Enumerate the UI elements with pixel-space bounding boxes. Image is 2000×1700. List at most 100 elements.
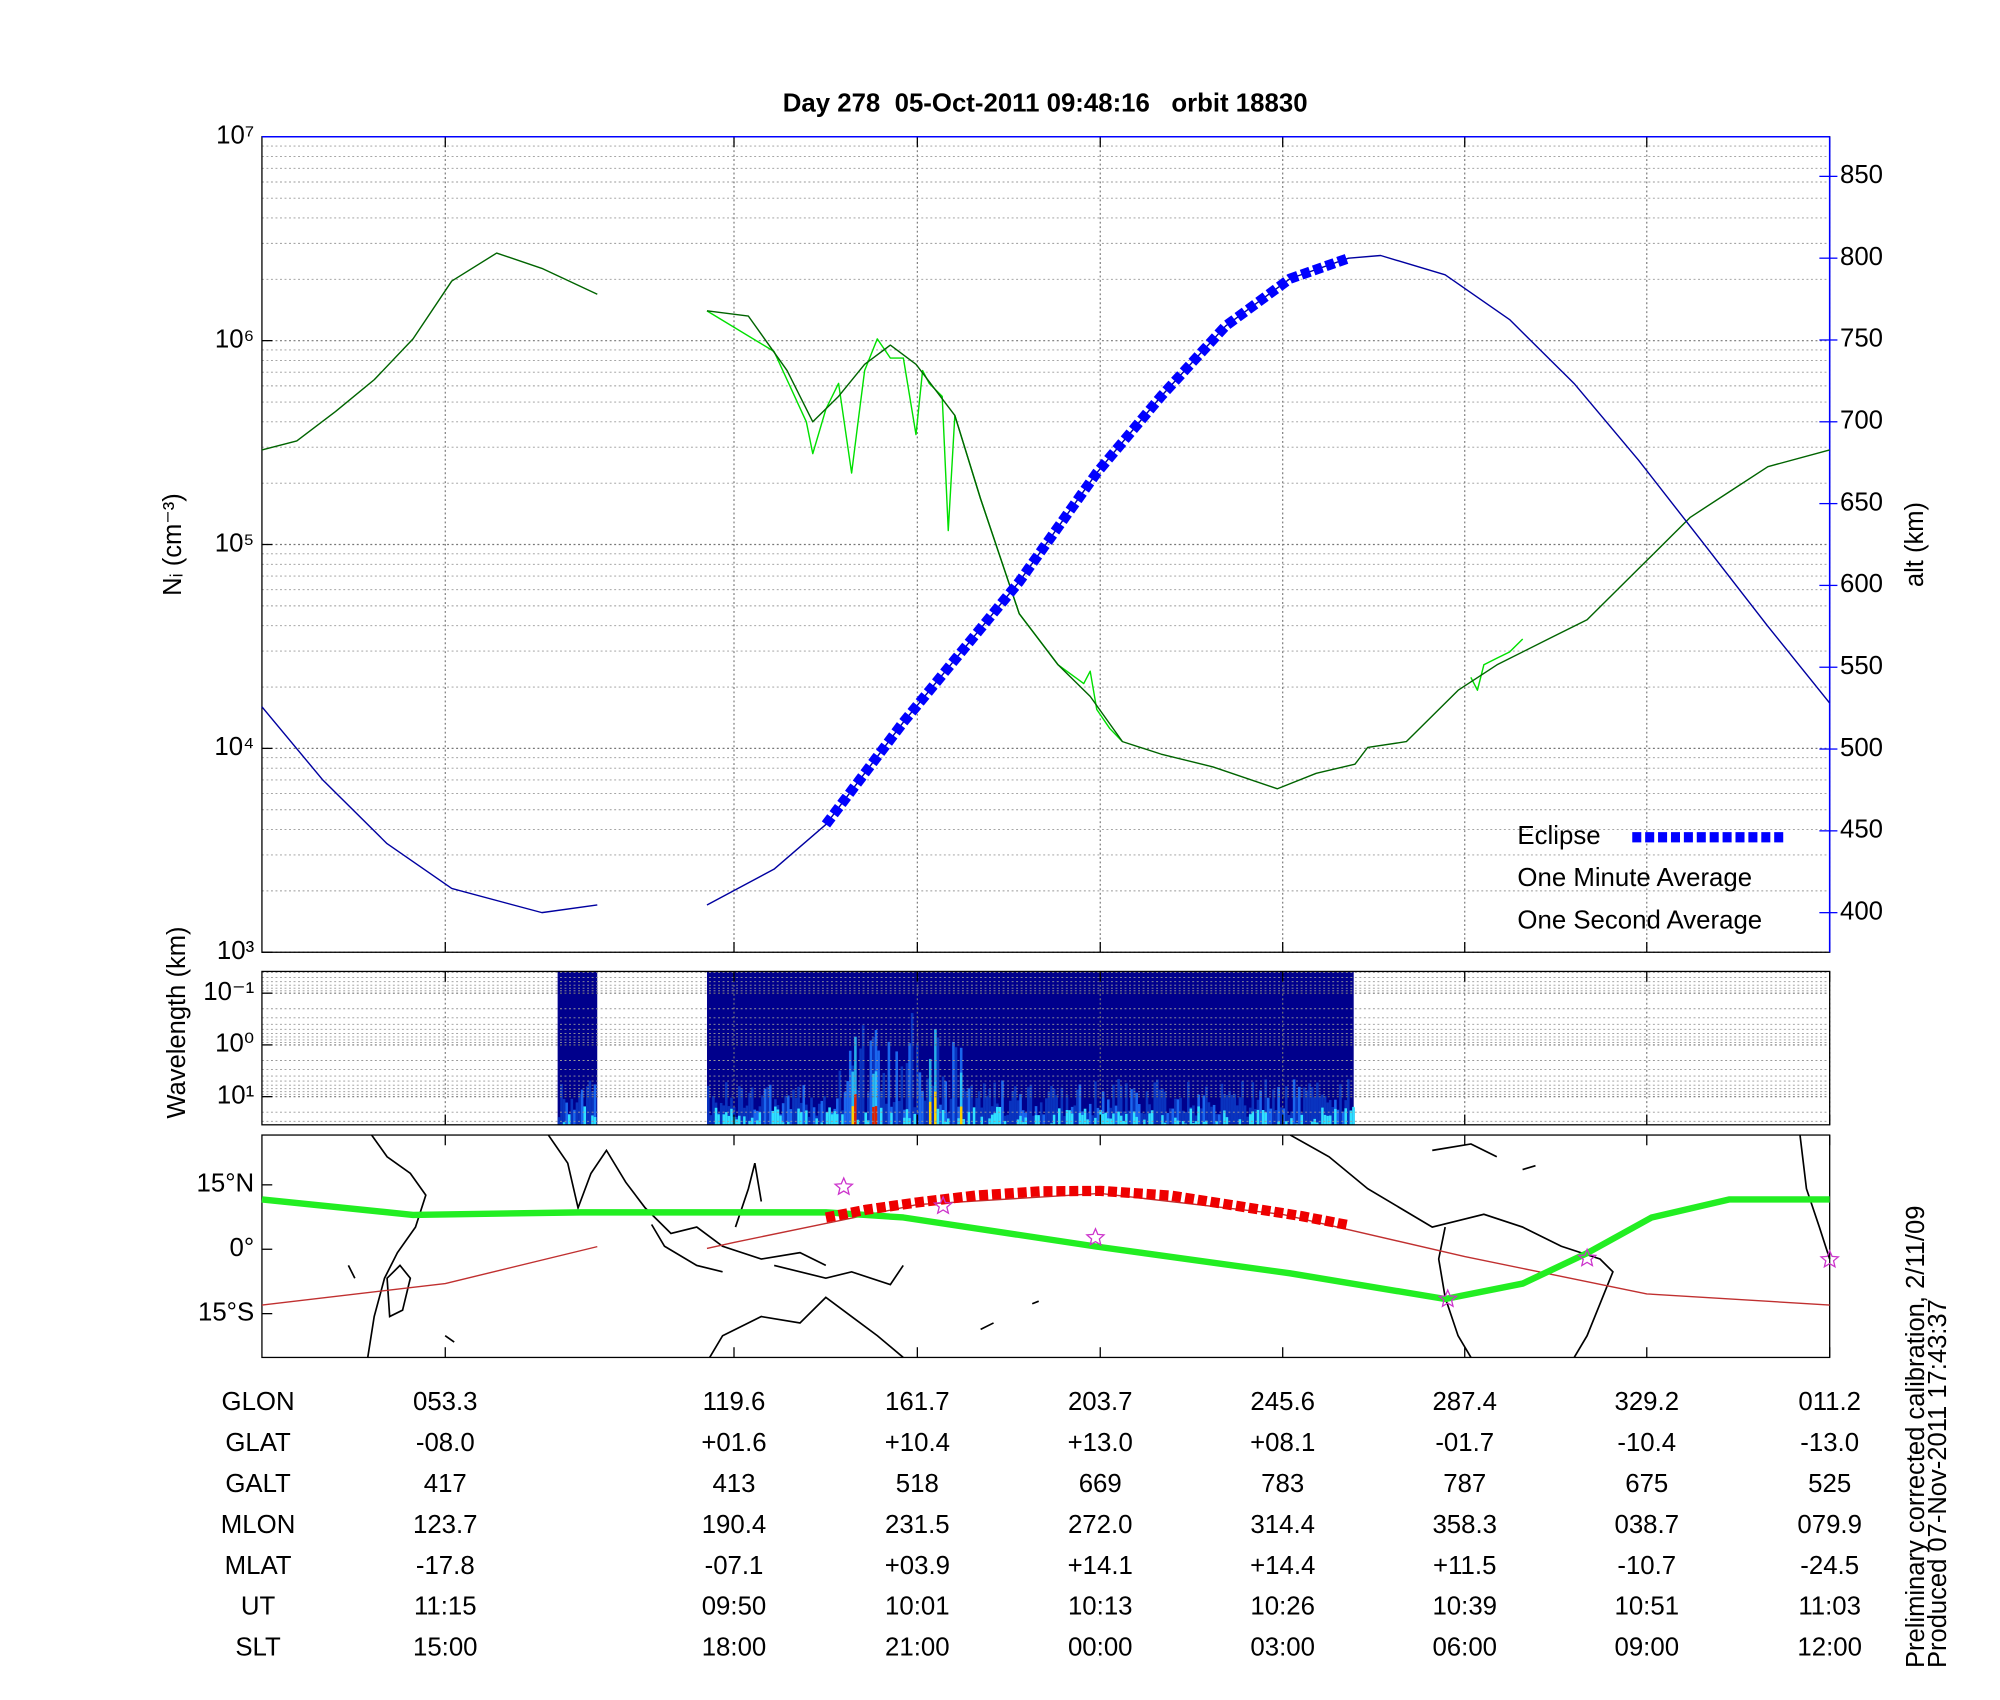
spectrogram-texture <box>1181 1120 1185 1125</box>
spectrogram-texture <box>789 1109 793 1125</box>
spectrogram-texture <box>1047 1091 1051 1125</box>
spectrogram-texture <box>1318 1095 1322 1125</box>
spectrogram-texture <box>750 1117 754 1125</box>
spectrogram-texture <box>928 1101 932 1125</box>
spectrogram-texture <box>879 1107 883 1125</box>
spectrogram-texture <box>1305 1090 1309 1125</box>
spectrogram-texture <box>1295 1123 1298 1125</box>
table-cell: 161.7 <box>885 1388 950 1416</box>
spectrogram-texture <box>1179 1097 1182 1125</box>
y2-axis-label: alt (km) <box>1901 502 1929 587</box>
spectrogram-texture <box>1174 1098 1177 1125</box>
spectrogram-texture <box>797 1108 800 1125</box>
table-cell: 10:39 <box>1432 1593 1497 1621</box>
spectrogram-texture <box>743 1116 746 1125</box>
spectrogram-texture <box>1117 1078 1120 1125</box>
star-marker <box>1576 1247 1598 1267</box>
table-cell: 11:15 <box>414 1593 477 1621</box>
spectrogram-texture <box>560 1084 563 1125</box>
spectrogram-texture <box>954 1047 958 1125</box>
spectrogram-texture <box>776 1109 780 1125</box>
table-row-label: GLAT <box>225 1429 291 1457</box>
spectrogram-texture <box>1264 1079 1267 1125</box>
spectrogram-texture <box>851 1106 855 1125</box>
spectrogram-texture <box>1256 1109 1260 1125</box>
spectrogram-texture <box>972 1107 976 1125</box>
table-cell: 675 <box>1625 1470 1668 1498</box>
table-cell: 10:26 <box>1250 1593 1315 1621</box>
spectrogram-texture <box>905 1109 909 1125</box>
spectrogram-texture <box>787 1121 790 1125</box>
table-cell: -08.0 <box>416 1429 475 1457</box>
spectrogram-texture <box>737 1115 741 1125</box>
spectrogram-texture <box>918 1072 922 1125</box>
spectrogram-texture <box>887 1041 891 1125</box>
table-row-label: GALT <box>225 1470 291 1498</box>
spectrogram-texture <box>1282 1108 1286 1125</box>
spectrogram-texture <box>975 1098 978 1125</box>
spectrogram-texture <box>1292 1079 1296 1125</box>
spectrogram-texture <box>1217 1114 1221 1125</box>
spectrogram-texture <box>977 1091 981 1125</box>
spectrogram-texture <box>947 1118 950 1125</box>
spectrogram-texture <box>988 1088 991 1125</box>
table-cell: -10.7 <box>1617 1552 1676 1580</box>
spectrogram-texture <box>1052 1088 1056 1125</box>
table-cell: 417 <box>424 1470 467 1498</box>
spectrogram-texture <box>1248 1114 1252 1125</box>
spectrogram-texture <box>1184 1111 1187 1125</box>
spectrogram-texture <box>1070 1113 1074 1125</box>
spectrogram-texture <box>830 1114 834 1125</box>
y-tick-label: 10³ <box>217 937 255 965</box>
spectrogram-texture <box>1323 1096 1327 1125</box>
spectrogram-texture <box>1034 1115 1038 1125</box>
spectrogram-texture <box>1135 1092 1138 1125</box>
spectrogram-texture <box>1003 1120 1007 1125</box>
table-cell: 669 <box>1079 1470 1122 1498</box>
spectrogram-texture <box>1349 1110 1353 1125</box>
spectrogram-texture <box>936 1037 940 1125</box>
spectrogram-texture <box>903 1109 906 1125</box>
spectrogram-texture <box>709 1115 713 1125</box>
spectrogram-texture <box>874 1106 878 1125</box>
spectrogram-texture <box>1347 1079 1350 1125</box>
table-cell: 09:00 <box>1614 1634 1679 1662</box>
spectrogram-texture <box>1001 1080 1004 1125</box>
y-tick-label: 0° <box>230 1234 255 1262</box>
spectrogram-texture <box>1210 1106 1213 1125</box>
spectrogram-texture <box>1316 1122 1319 1125</box>
table-cell: 21:00 <box>885 1634 950 1662</box>
spectrogram-texture <box>1083 1108 1087 1125</box>
spectrogram-texture <box>1261 1109 1265 1125</box>
spectrogram-texture <box>799 1111 803 1125</box>
spectrogram-texture <box>962 1119 966 1125</box>
spectrogram-texture <box>805 1110 808 1125</box>
spectrogram-texture <box>1212 1104 1216 1125</box>
spectrogram-texture <box>758 1112 762 1125</box>
spectrogram-texture <box>761 1095 764 1125</box>
table-cell: 358.3 <box>1432 1511 1497 1539</box>
spectrogram-texture <box>763 1088 767 1125</box>
spectrogram-texture <box>996 1106 999 1125</box>
table-cell: 06:00 <box>1432 1634 1497 1662</box>
spectrogram-texture <box>1065 1095 1069 1125</box>
spectrogram-texture <box>856 1089 860 1125</box>
legend-label: Eclipse <box>1517 822 1600 850</box>
spectrogram-texture <box>1334 1108 1337 1125</box>
spectrogram-texture <box>1303 1087 1306 1125</box>
spectrogram-texture <box>897 1100 901 1125</box>
spectrogram-texture <box>1308 1083 1311 1125</box>
spectrogram-texture <box>1287 1114 1291 1125</box>
spectrogram-texture <box>952 1041 955 1125</box>
spectrogram-texture <box>1251 1111 1255 1125</box>
coastline <box>347 1265 455 1343</box>
spectrogram-texture <box>591 1091 594 1125</box>
spectrogram-texture <box>1295 1096 1298 1125</box>
spectrogram-texture <box>1122 1111 1126 1125</box>
spectrogram-texture <box>934 1029 937 1125</box>
spectrogram-texture <box>1285 1086 1288 1125</box>
coastline <box>708 1296 904 1359</box>
spectrogram-texture <box>1313 1118 1317 1125</box>
spectrogram-texture <box>1003 1115 1007 1125</box>
